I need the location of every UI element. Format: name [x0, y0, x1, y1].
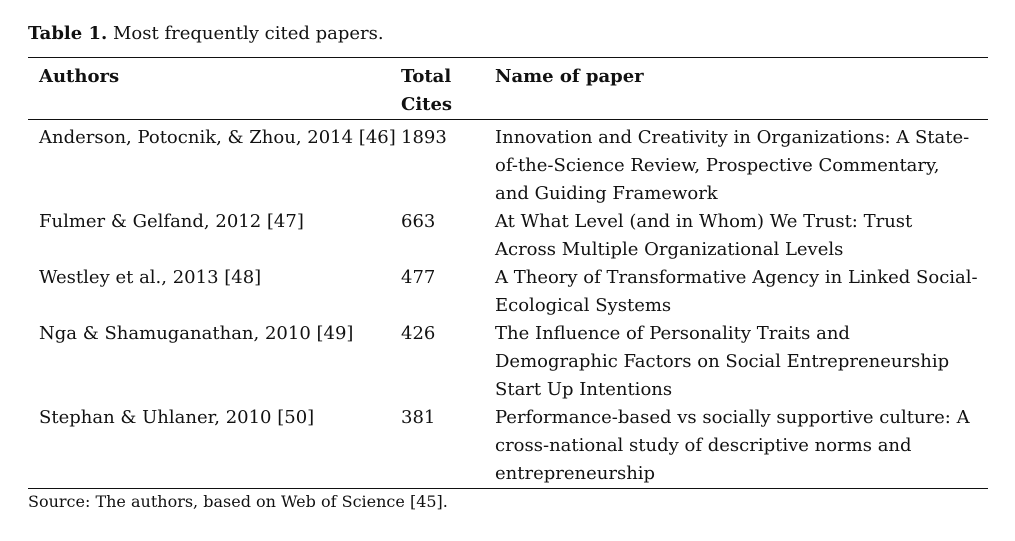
row-paper-title: At What Level (and in Whom) We Trust: Tr… — [495, 211, 913, 260]
row-cites: 663 — [401, 211, 436, 232]
header-name-of-paper: Name of paper — [495, 66, 644, 87]
table-bottom-rule — [28, 488, 988, 489]
row-paper-title: The Influence of Personality Traits and … — [495, 323, 950, 400]
header-total-cites-line1: Total — [401, 66, 452, 87]
table-top-rule — [28, 57, 988, 58]
table-source-note: Source: The authors, based on Web of Sci… — [28, 492, 448, 511]
citations-table: Authors Total Cites Name of paper Anders… — [28, 57, 988, 489]
row-cites: 381 — [401, 407, 436, 428]
row-paper-title: A Theory of Transformative Agency in Lin… — [495, 267, 978, 316]
row-authors: Anderson, Potocnik, & Zhou, 2014 [46] — [39, 127, 396, 148]
row-cites: 1893 — [401, 127, 447, 148]
table-row: Fulmer & Gelfand, 2012 [47] 663 At What … — [28, 208, 988, 264]
row-paper-title: Innovation and Creativity in Organizatio… — [495, 127, 970, 204]
table-row: Anderson, Potocnik, & Zhou, 2014 [46] 18… — [28, 124, 988, 208]
header-total-cites: Total Cites — [401, 63, 495, 119]
table-header-rule — [28, 119, 988, 120]
row-paper-title: Performance-based vs socially supportive… — [495, 407, 970, 484]
table-caption-label: Table 1. — [28, 23, 108, 44]
row-cites: 477 — [401, 267, 436, 288]
table-caption: Table 1. Most frequently cited papers. — [28, 22, 384, 46]
table-row: Stephan & Uhlaner, 2010 [50] 381 Perform… — [28, 404, 988, 488]
table-header-row: Authors Total Cites Name of paper — [28, 58, 988, 119]
header-total-cites-line2: Cites — [401, 94, 453, 115]
row-authors: Nga & Shamuganathan, 2010 [49] — [39, 323, 354, 344]
row-authors: Fulmer & Gelfand, 2012 [47] — [39, 211, 304, 232]
header-authors: Authors — [39, 66, 120, 87]
row-authors: Stephan & Uhlaner, 2010 [50] — [39, 407, 315, 428]
table-row: Westley et al., 2013 [48] 477 A Theory o… — [28, 264, 988, 320]
row-cites: 426 — [401, 323, 436, 344]
row-authors: Westley et al., 2013 [48] — [39, 267, 262, 288]
table-body: Anderson, Potocnik, & Zhou, 2014 [46] 18… — [28, 120, 988, 488]
table-row: Nga & Shamuganathan, 2010 [49] 426 The I… — [28, 320, 988, 404]
table-caption-text: Most frequently cited papers. — [107, 23, 384, 44]
